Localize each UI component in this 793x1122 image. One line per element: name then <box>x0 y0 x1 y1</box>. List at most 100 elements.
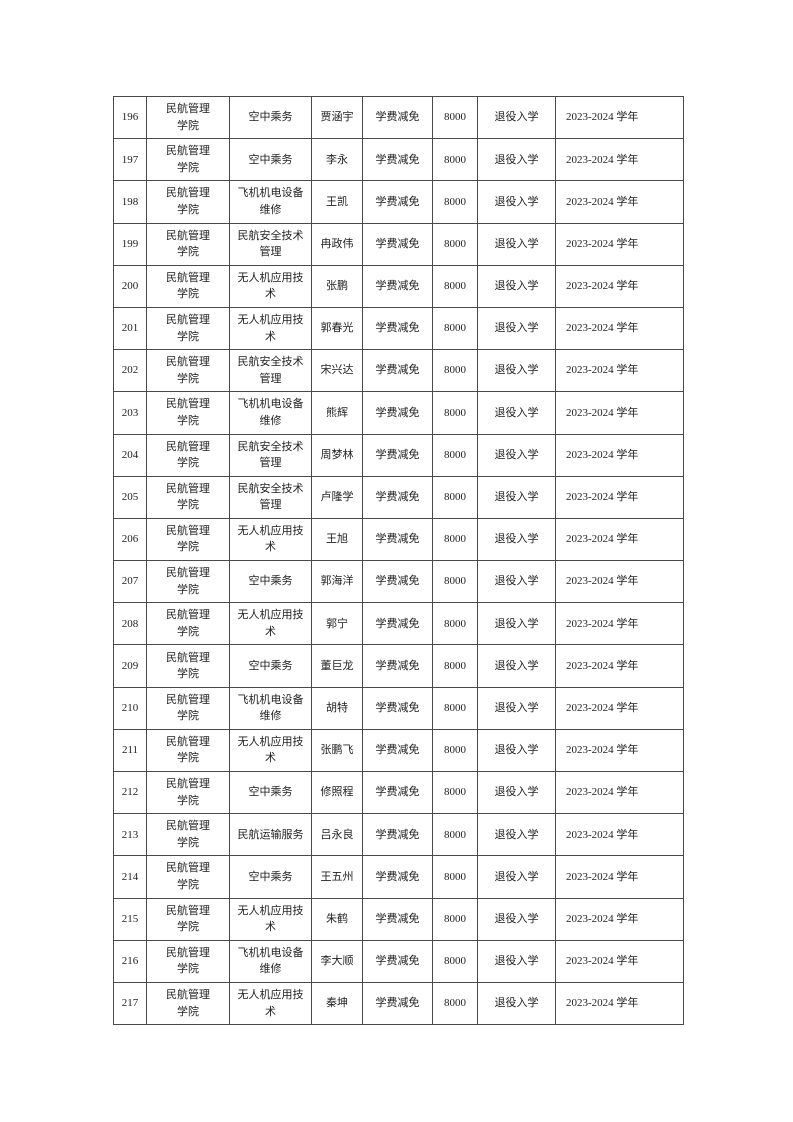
cell-student-name: 冉政伟 <box>311 222 363 266</box>
cell-student-name: 贾涵宇 <box>311 95 363 140</box>
cell-college: 民航管理学院 <box>146 138 230 182</box>
cell-row-number: 215 <box>113 897 147 941</box>
cell-amount: 8000 <box>432 222 478 266</box>
cell-row-number: 208 <box>113 602 147 646</box>
cell-row-number: 210 <box>113 686 147 730</box>
table-row: 210 民航管理学院 飞机机电设备维修 胡特 学费减免 8000 退役入学 20… <box>113 686 684 730</box>
cell-aid-type: 学费减免 <box>362 644 433 688</box>
cell-category: 退役入学 <box>477 770 556 815</box>
cell-college: 民航管理学院 <box>146 517 230 562</box>
cell-college: 民航管理学院 <box>146 180 230 224</box>
cell-college: 民航管理学院 <box>146 95 230 140</box>
cell-aid-type: 学费减免 <box>362 264 433 308</box>
cell-aid-type: 学费减免 <box>362 602 433 646</box>
cell-major: 空中乘务 <box>229 770 312 815</box>
cell-aid-type: 学费减免 <box>362 728 433 773</box>
cell-major: 无人机应用技术 <box>229 264 312 308</box>
table-row: 207 民航管理学院 空中乘务 郭海洋 学费减免 8000 退役入学 2023-… <box>113 560 684 604</box>
cell-major: 空中乘务 <box>229 855 312 899</box>
cell-row-number: 201 <box>113 306 147 351</box>
cell-category: 退役入学 <box>477 517 556 562</box>
cell-major: 空中乘务 <box>229 138 312 182</box>
cell-category: 退役入学 <box>477 391 556 435</box>
cell-college: 民航管理学院 <box>146 686 230 730</box>
cell-college: 民航管理学院 <box>146 728 230 773</box>
cell-amount: 8000 <box>432 855 478 899</box>
cell-major: 民航安全技术管理 <box>229 475 312 519</box>
cell-amount: 8000 <box>432 391 478 435</box>
table-row: 211 民航管理学院 无人机应用技术 张鹏飞 学费减免 8000 退役入学 20… <box>113 728 684 773</box>
cell-row-number: 206 <box>113 517 147 562</box>
cell-academic-year: 2023-2024 学年 <box>555 728 684 773</box>
cell-academic-year: 2023-2024 学年 <box>555 433 684 477</box>
table-row: 216 民航管理学院 飞机机电设备维修 李大顺 学费减免 8000 退役入学 2… <box>113 939 684 983</box>
cell-amount: 8000 <box>432 180 478 224</box>
cell-major: 无人机应用技术 <box>229 517 312 562</box>
cell-aid-type: 学费减免 <box>362 517 433 562</box>
cell-college: 民航管理学院 <box>146 560 230 604</box>
cell-academic-year: 2023-2024 学年 <box>555 560 684 604</box>
cell-category: 退役入学 <box>477 138 556 182</box>
cell-college: 民航管理学院 <box>146 391 230 435</box>
cell-category: 退役入学 <box>477 349 556 393</box>
cell-college: 民航管理学院 <box>146 813 230 857</box>
cell-amount: 8000 <box>432 433 478 477</box>
cell-category: 退役入学 <box>477 180 556 224</box>
cell-aid-type: 学费减免 <box>362 391 433 435</box>
cell-student-name: 宋兴达 <box>311 349 363 393</box>
cell-category: 退役入学 <box>477 855 556 899</box>
cell-row-number: 214 <box>113 855 147 899</box>
cell-category: 退役入学 <box>477 560 556 604</box>
table-row: 206 民航管理学院 无人机应用技术 王旭 学费减免 8000 退役入学 202… <box>113 517 684 562</box>
cell-amount: 8000 <box>432 939 478 983</box>
cell-aid-type: 学费减免 <box>362 939 433 983</box>
table-row: 209 民航管理学院 空中乘务 董巨龙 学费减免 8000 退役入学 2023-… <box>113 644 684 688</box>
cell-category: 退役入学 <box>477 897 556 941</box>
cell-aid-type: 学费减免 <box>362 349 433 393</box>
cell-row-number: 211 <box>113 728 147 773</box>
cell-aid-type: 学费减免 <box>362 306 433 351</box>
cell-category: 退役入学 <box>477 222 556 266</box>
cell-academic-year: 2023-2024 学年 <box>555 686 684 730</box>
cell-academic-year: 2023-2024 学年 <box>555 306 684 351</box>
cell-student-name: 郭海洋 <box>311 560 363 604</box>
cell-academic-year: 2023-2024 学年 <box>555 475 684 519</box>
cell-category: 退役入学 <box>477 475 556 519</box>
cell-aid-type: 学费减免 <box>362 180 433 224</box>
cell-major: 民航运输服务 <box>229 813 312 857</box>
cell-academic-year: 2023-2024 学年 <box>555 770 684 815</box>
cell-student-name: 朱鹤 <box>311 897 363 941</box>
cell-amount: 8000 <box>432 95 478 140</box>
cell-academic-year: 2023-2024 学年 <box>555 602 684 646</box>
table-row: 202 民航管理学院 民航安全技术管理 宋兴达 学费减免 8000 退役入学 2… <box>113 349 684 393</box>
cell-amount: 8000 <box>432 517 478 562</box>
cell-college: 民航管理学院 <box>146 475 230 519</box>
cell-aid-type: 学费减免 <box>362 770 433 815</box>
cell-category: 退役入学 <box>477 306 556 351</box>
cell-student-name: 张鹏飞 <box>311 728 363 773</box>
cell-amount: 8000 <box>432 306 478 351</box>
cell-aid-type: 学费减免 <box>362 855 433 899</box>
cell-student-name: 周梦林 <box>311 433 363 477</box>
cell-college: 民航管理学院 <box>146 602 230 646</box>
cell-student-name: 修照程 <box>311 770 363 815</box>
cell-category: 退役入学 <box>477 644 556 688</box>
cell-student-name: 李大顺 <box>311 939 363 983</box>
cell-college: 民航管理学院 <box>146 644 230 688</box>
cell-amount: 8000 <box>432 264 478 308</box>
cell-category: 退役入学 <box>477 686 556 730</box>
cell-row-number: 196 <box>113 95 147 140</box>
cell-row-number: 213 <box>113 813 147 857</box>
cell-academic-year: 2023-2024 学年 <box>555 517 684 562</box>
cell-aid-type: 学费减免 <box>362 813 433 857</box>
cell-row-number: 207 <box>113 560 147 604</box>
cell-academic-year: 2023-2024 学年 <box>555 138 684 182</box>
cell-major: 空中乘务 <box>229 95 312 140</box>
cell-amount: 8000 <box>432 897 478 941</box>
cell-academic-year: 2023-2024 学年 <box>555 644 684 688</box>
cell-major: 空中乘务 <box>229 560 312 604</box>
table-row: 200 民航管理学院 无人机应用技术 张鹏 学费减免 8000 退役入学 202… <box>113 264 684 308</box>
cell-aid-type: 学费减免 <box>362 475 433 519</box>
student-aid-table: 196 民航管理学院 空中乘务 贾涵宇 学费减免 8000 退役入学 2023-… <box>113 95 684 1026</box>
